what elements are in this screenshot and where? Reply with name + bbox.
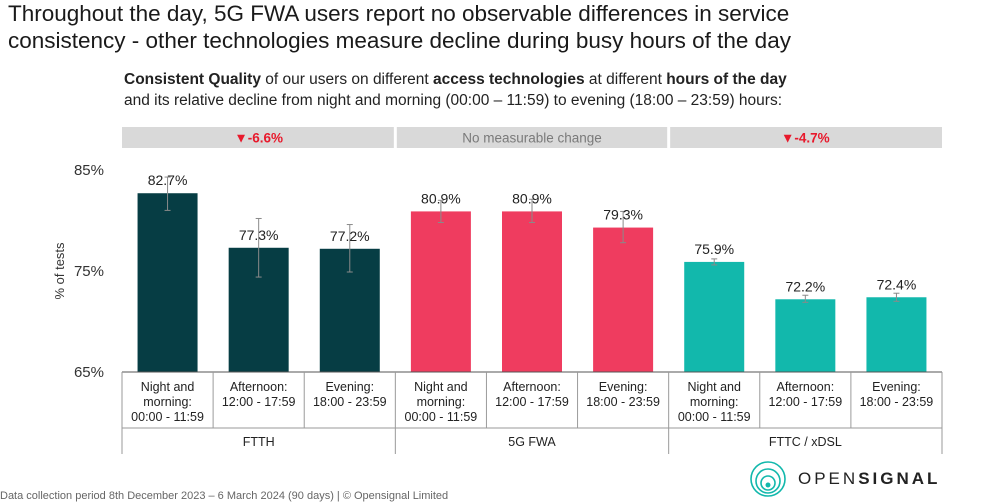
group-banner [122,127,396,148]
data-label: 80.9% [421,190,461,206]
x-tick-label: morning: [417,395,466,409]
x-tick-label: Night and [687,380,741,394]
subtitle-text-a: of our users on different [260,71,433,88]
y-tick-label: 85% [74,162,104,179]
chart-title-line-2: consistency - other technologies measure… [8,28,791,53]
data-label: 82.7% [148,172,188,188]
x-tick-label: morning: [690,395,739,409]
group-banner [668,127,942,148]
data-label: 75.9% [694,241,734,257]
chart-subtitle-line-2: and its relative decline from night and … [124,92,783,109]
group-banner-label: No measurable change [462,131,602,146]
data-label: 77.2% [330,228,370,244]
x-tick-label: Afternoon: [776,380,834,394]
data-label: 72.2% [785,278,825,294]
subtitle-highlight-tech: access technologies [432,71,585,88]
chart-subtitle-line-1: Consistent Quality of our users on diffe… [124,69,994,90]
bar [410,211,471,372]
group-banner-label: ▼-6.6% [234,131,283,146]
data-label: 80.9% [512,190,552,206]
opensignal-logo: OPENSIGNAL [748,459,940,499]
opensignal-logo-icon [750,461,786,497]
x-tick-label: Evening: [872,380,921,394]
group-label: FTTC / xDSL [769,435,842,449]
bar [866,297,927,372]
bar [775,299,836,372]
data-label: 79.3% [603,207,643,223]
x-tick-label: 12:00 - 17:59 [768,395,842,409]
x-tick-label: 00:00 - 11:59 [405,410,478,424]
bar [502,211,562,372]
logo-text-bold: SIGNAL [858,469,941,488]
x-tick-label: 00:00 - 11:59 [678,410,751,424]
y-tick-label: 75% [74,263,104,280]
bar [593,227,654,372]
subtitle-text-b: at different [584,71,667,88]
y-axis-label: % of tests [52,242,67,300]
x-tick-label: morning: [143,395,192,409]
data-label: 72.4% [877,276,917,292]
x-tick-label: 12:00 - 17:59 [222,395,296,409]
subtitle-highlight-quality: Consistent Quality [124,71,261,88]
chart-subtitle: Consistent Quality of our users on diffe… [124,69,994,111]
group-banner [395,127,669,148]
data-label: 77.3% [239,227,279,243]
x-tick-label: Night and [141,380,195,394]
x-tick-label: Evening: [325,380,374,394]
x-tick-label: Afternoon: [230,380,288,394]
bar [137,193,198,372]
group-banner-label: ▼-4.7% [781,131,830,146]
x-tick-label: 18:00 - 23:59 [313,395,387,409]
group-label: 5G FWA [508,435,556,449]
x-tick-label: 12:00 - 17:59 [495,395,569,409]
footnote: Data collection period 8th December 2023… [0,490,449,502]
chart-title-line-1: Throughout the day, 5G FWA users report … [8,1,790,26]
chart-title: Throughout the day, 5G FWA users report … [8,0,998,54]
x-tick-label: 18:00 - 23:59 [586,395,660,409]
logo-text-light: OPEN [798,469,859,488]
x-tick-label: Afternoon: [503,380,561,394]
bar [684,261,745,372]
x-tick-label: 00:00 - 11:59 [131,410,204,424]
x-tick-label: 18:00 - 23:59 [860,395,934,409]
y-tick-label: 65% [74,364,104,381]
subtitle-highlight-hours: hours of the day [666,71,787,88]
group-label: FTTH [243,435,275,449]
opensignal-logo-text: OPENSIGNAL [798,469,940,489]
x-tick-label: Evening: [599,380,648,394]
x-tick-label: Night and [414,380,468,394]
